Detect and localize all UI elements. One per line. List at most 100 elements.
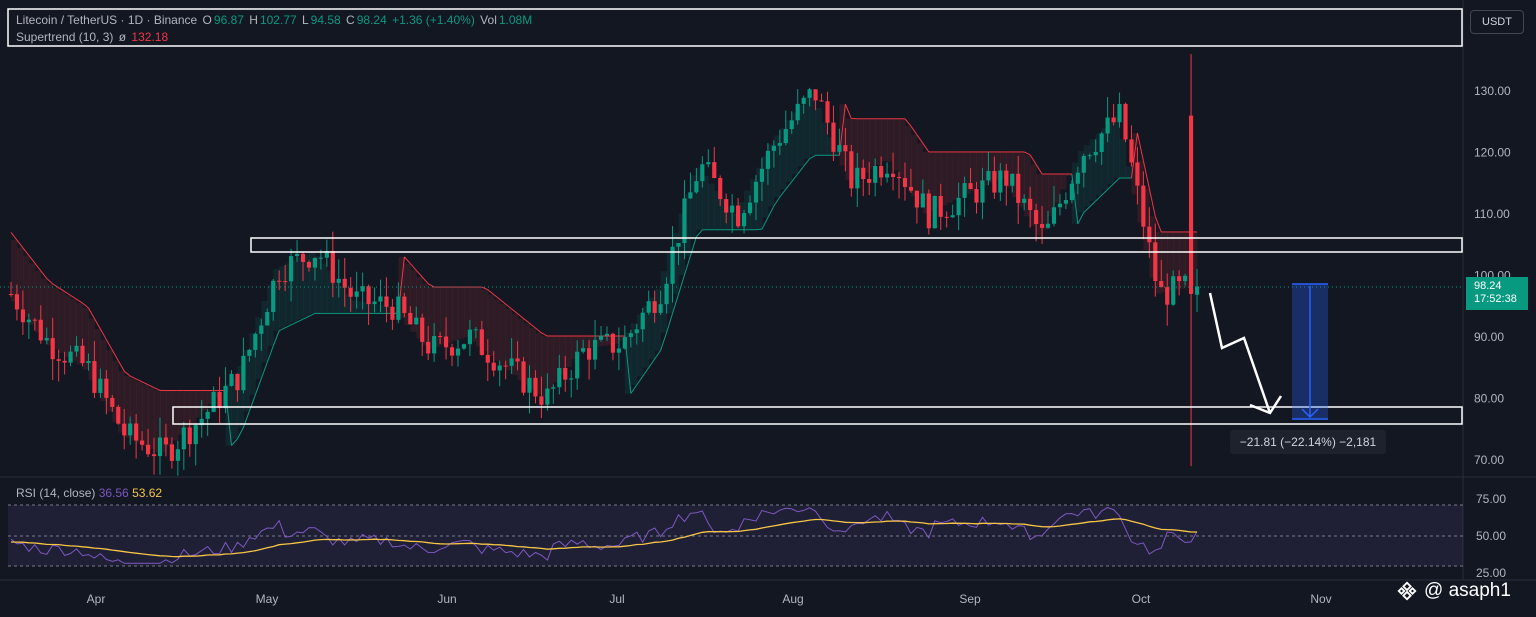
supertrend-fill [118,371,125,433]
supertrend-fill [910,134,918,197]
supertrend-fill [517,318,525,380]
candle-body [1147,226,1152,243]
supertrend-line [535,327,542,334]
candle-body [986,171,991,181]
candle-body [1099,133,1104,152]
candle-body [700,164,705,182]
supertrend-line [409,263,417,271]
supertrend-line [791,173,799,182]
candle-body [1010,173,1015,186]
candle-body [676,243,681,247]
supertrend-line [1113,177,1120,185]
supertrend-fill [815,108,823,156]
supertrend-line [654,350,662,360]
supertrend-fill [577,336,584,352]
candle-body [384,296,389,307]
candle-body [187,427,192,445]
supertrend-line [803,158,811,167]
low-value: 94.58 [310,13,341,27]
supertrend-fill [171,390,179,441]
supertrend-fill [940,151,948,206]
candle-body [569,378,574,380]
supertrend-fill [326,271,334,314]
candle-body [1129,139,1134,163]
volume-value: 1.08M [498,13,533,27]
supertrend-fill [195,390,203,418]
candle-body [378,296,383,302]
supertrend-fill [22,255,30,317]
supertrend-fill [225,384,232,446]
supertrend-fill [606,336,614,345]
high-value: 102.77 [259,13,297,27]
candle-body [628,333,633,338]
supertrend-fill [279,266,286,328]
supertrend-fill [839,104,846,166]
candle-body [342,278,347,288]
supertrend-fill [159,390,167,452]
supertrend-fill [475,287,483,347]
candle-body [461,344,467,349]
candle-body [1177,276,1182,282]
rsi-name[interactable]: RSI (14, close) [16,486,96,500]
supertrend-fill [821,122,828,156]
symbol-title[interactable]: Litecoin / TetherUS · 1D · Binance [16,13,198,27]
supertrend-fill [1024,154,1031,217]
candle-body [193,425,198,445]
candle-body [1153,242,1158,281]
candle-body [1123,103,1128,140]
candle-body [396,296,401,320]
candle-body [1039,224,1045,228]
candle-body [551,387,556,389]
currency-button[interactable]: USDT [1470,10,1524,34]
supertrend-fill [875,118,882,165]
supertrend-fill [601,336,608,346]
candle-body [706,162,711,165]
candle-body [1105,117,1110,134]
candle-body [890,173,896,177]
supertrend-fill [34,270,42,333]
candle-body [962,183,967,198]
candle-body [849,151,854,189]
supertrend-fill [916,143,924,205]
supertrend-fill [553,336,560,383]
supertrend-fill [273,269,280,331]
supertrend-line [1035,164,1043,175]
candle-body [795,103,800,121]
supertrend-fill [732,213,739,230]
indicator-legend: Supertrend (10, 3) ø 132.18 [16,30,170,44]
time-tick-label: Apr [87,592,106,606]
candle-body [432,336,437,354]
candle-body [545,388,550,405]
supertrend-fill [255,317,262,379]
supertrend-fill [1059,174,1067,190]
supertrend-fill [446,287,453,343]
supertrend-fill [881,118,888,162]
candle-body [32,319,37,321]
supertrend-fill [344,294,352,314]
candle-body [50,338,55,360]
supertrend-fill [398,256,405,319]
candle-body [491,362,496,371]
candle-body [80,345,85,364]
supertrend-fill [261,300,268,363]
candle-body [223,385,228,409]
supertrend-line [755,228,762,231]
supertrend-line [28,255,36,264]
supertrend-line [630,384,638,394]
supertrend-line [427,283,435,288]
candle-body [1093,151,1098,156]
supertrend-fill [630,323,638,385]
supertrend-fill [100,339,107,402]
supertrend-line [660,332,668,351]
candle-body [974,188,979,203]
supertrend-fill [869,118,876,169]
candle-body [1075,172,1080,184]
candle-body [843,145,848,152]
candle-body [610,333,616,353]
supertrend-line [99,328,107,340]
indicator-name[interactable]: Supertrend (10, 3) [16,30,114,44]
price-tick-label: 80.00 [1474,392,1504,406]
supertrend-fill [684,194,691,256]
supertrend-fill [499,304,507,366]
